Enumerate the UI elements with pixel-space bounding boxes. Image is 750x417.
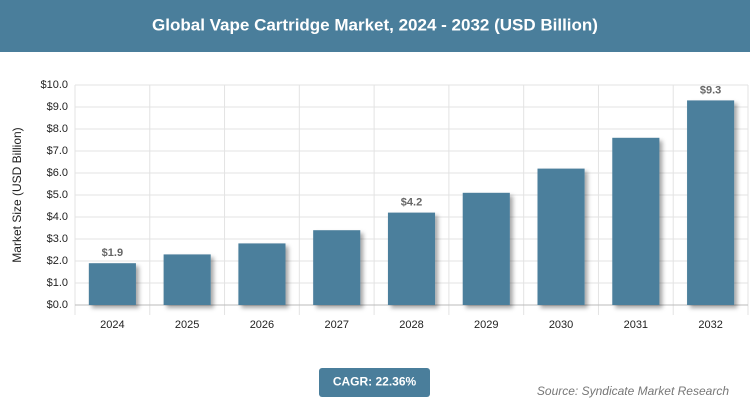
data-label: $9.3 xyxy=(700,84,721,96)
plot-area: $0.0 $1.0 $2.0 $3.0 $4.0 $5.0 $6.0 $7.0 $8.0 $9.0… xyxy=(40,79,749,331)
y-tick-label: $6.0 xyxy=(47,167,68,179)
y-tick-label: $1.0 xyxy=(47,277,68,289)
y-tick-label: $4.0 xyxy=(47,211,68,223)
cagr-text: CAGR: 22.36% xyxy=(333,375,417,389)
x-tick-label: 2032 xyxy=(698,319,722,331)
bar xyxy=(537,168,585,305)
cagr-badge xyxy=(319,368,430,397)
bar xyxy=(612,137,660,305)
source-text: Source: Syndicate Market Research xyxy=(537,384,729,398)
data-label: $4.2 xyxy=(401,197,422,209)
y-tick-label: $9.0 xyxy=(47,101,68,113)
x-tick-label: 2029 xyxy=(474,319,498,331)
header-band xyxy=(0,0,750,52)
x-tick-label: 2026 xyxy=(250,319,274,331)
x-tick-label: 2027 xyxy=(324,319,348,331)
x-tick-label: 2028 xyxy=(399,319,423,331)
x-tick-label: 2031 xyxy=(624,319,648,331)
x-tick-label: 2025 xyxy=(175,319,199,331)
x-tick-label: 2030 xyxy=(549,319,573,331)
y-tick-label: $0.0 xyxy=(47,299,68,311)
bar xyxy=(313,230,361,305)
y-tick-label: $7.0 xyxy=(47,145,68,157)
chart-title: Global Vape Cartridge Market, 2024 - 203… xyxy=(152,15,598,34)
bar xyxy=(462,192,510,305)
x-tick-label: 2024 xyxy=(100,319,124,331)
bar xyxy=(687,100,735,306)
data-label: $1.9 xyxy=(102,247,123,259)
y-tick-label: $10.0 xyxy=(40,79,68,91)
y-tick-label: $8.0 xyxy=(47,123,68,135)
bar xyxy=(163,254,211,305)
y-axis-label: Market Size (USD Billion) xyxy=(10,127,24,262)
bar xyxy=(88,263,136,305)
y-tick-label: $2.0 xyxy=(47,255,68,267)
y-tick-label: $3.0 xyxy=(47,233,68,245)
bar xyxy=(238,243,286,305)
bar xyxy=(387,212,436,305)
y-tick-label: $5.0 xyxy=(47,189,68,201)
